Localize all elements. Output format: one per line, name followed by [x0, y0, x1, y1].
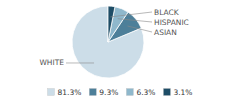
legend-label: 81.3% — [57, 88, 81, 97]
legend-label: 3.1% — [173, 88, 192, 97]
legend-swatch — [89, 89, 96, 96]
legend-swatch — [163, 89, 170, 96]
pie-slice — [108, 7, 128, 42]
annotation: ASIAN — [154, 28, 177, 37]
annotation: WHITE — [39, 58, 64, 67]
annotations: WHITE ASIANHISPANICBLACK — [39, 8, 188, 68]
legend-swatch — [126, 89, 133, 96]
annotation-line — [127, 26, 152, 32]
pie-slice — [108, 6, 115, 42]
pie-slice — [72, 6, 144, 78]
annotation-line — [110, 12, 152, 17]
annotation-line — [118, 19, 152, 22]
annotation: BLACK — [154, 8, 180, 17]
legend-swatch — [47, 89, 54, 96]
legend-label: 6.3% — [136, 88, 155, 97]
chart: WHITE ASIANHISPANICBLACK 81.3% 9.3% 6.3% 3.1% — [0, 0, 240, 100]
annotation: HISPANIC — [154, 18, 189, 27]
pie — [72, 6, 144, 78]
annotation-line — [66, 62, 94, 63]
legend: 81.3% 9.3% 6.3% 3.1% — [47, 88, 192, 97]
legend-label: 9.3% — [99, 88, 118, 97]
